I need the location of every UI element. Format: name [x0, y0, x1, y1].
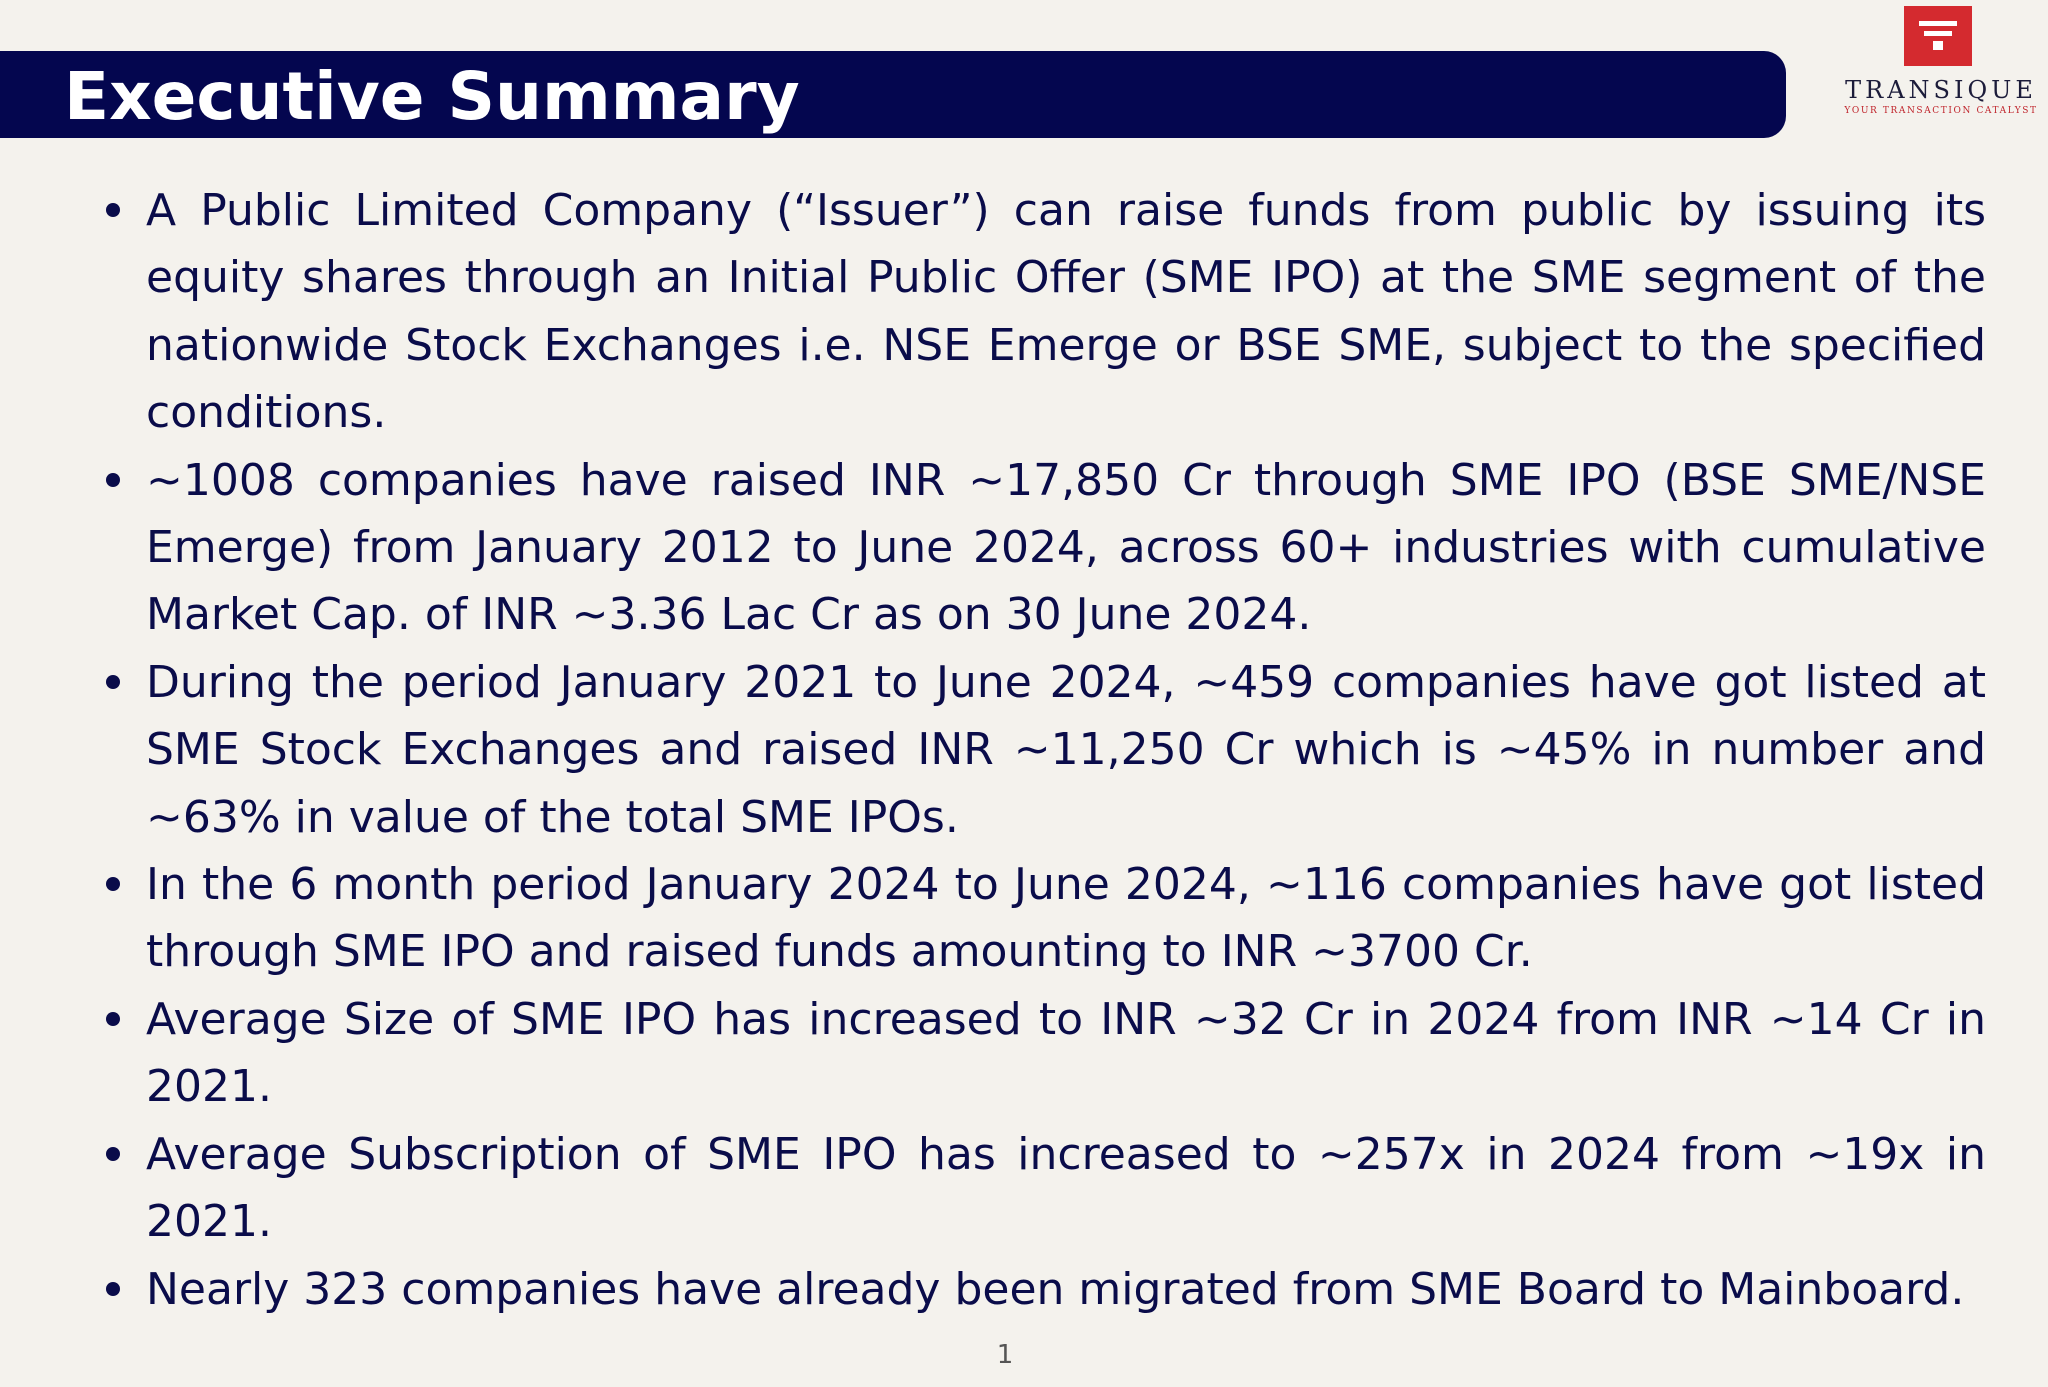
summary-bullet-item: During the period January 2021 to June 2…	[106, 649, 1986, 851]
summary-bullet-item: Average Size of SME IPO has increased to…	[106, 986, 1986, 1121]
title-bar: Executive Summary	[0, 51, 1786, 138]
summary-bullet-text: In the 6 month period January 2024 to Ju…	[146, 859, 1986, 978]
bullet-dot-icon	[106, 1146, 120, 1161]
bullet-dot-icon	[106, 1281, 120, 1296]
bullet-dot-icon	[106, 472, 120, 487]
logo-tagline: YOUR TRANSACTION CATALYST	[1844, 106, 2038, 116]
summary-bullet-item: In the 6 month period January 2024 to Ju…	[106, 851, 1986, 986]
company-logo: TRANSIQUE YOUR TRANSACTION CATALYST	[1838, 6, 2044, 118]
logo-mark-icon	[1904, 6, 1972, 66]
summary-bullet-text: Nearly 323 companies have already been m…	[146, 1263, 1965, 1315]
bullet-dot-icon	[106, 674, 120, 689]
bullet-dot-icon	[106, 1011, 120, 1026]
summary-bullet-item: ~1008 companies have raised INR ~17,850 …	[106, 447, 1986, 649]
summary-bullet-item: A Public Limited Company (“Issuer”) can …	[106, 177, 1986, 447]
logo-name: TRANSIQUE	[1845, 76, 2037, 104]
bullet-dot-icon	[106, 877, 120, 892]
summary-bullet-text: Average Subscription of SME IPO has incr…	[146, 1128, 1986, 1248]
summary-bullet-text: Average Size of SME IPO has increased to…	[146, 993, 1986, 1113]
summary-bullet-item: Nearly 323 companies have already been m…	[106, 1256, 1986, 1323]
summary-bullet-text: During the period January 2021 to June 2…	[146, 656, 1986, 843]
summary-bullet-list: A Public Limited Company (“Issuer”) can …	[106, 177, 1986, 1323]
page-number: 1	[996, 1340, 1014, 1370]
summary-bullet-text: A Public Limited Company (“Issuer”) can …	[146, 185, 1986, 439]
summary-bullet-item: Average Subscription of SME IPO has incr…	[106, 1121, 1986, 1256]
bullet-dot-icon	[106, 203, 120, 217]
page-title: Executive Summary	[64, 58, 800, 135]
summary-bullet-text: ~1008 companies have raised INR ~17,850 …	[146, 454, 1986, 641]
